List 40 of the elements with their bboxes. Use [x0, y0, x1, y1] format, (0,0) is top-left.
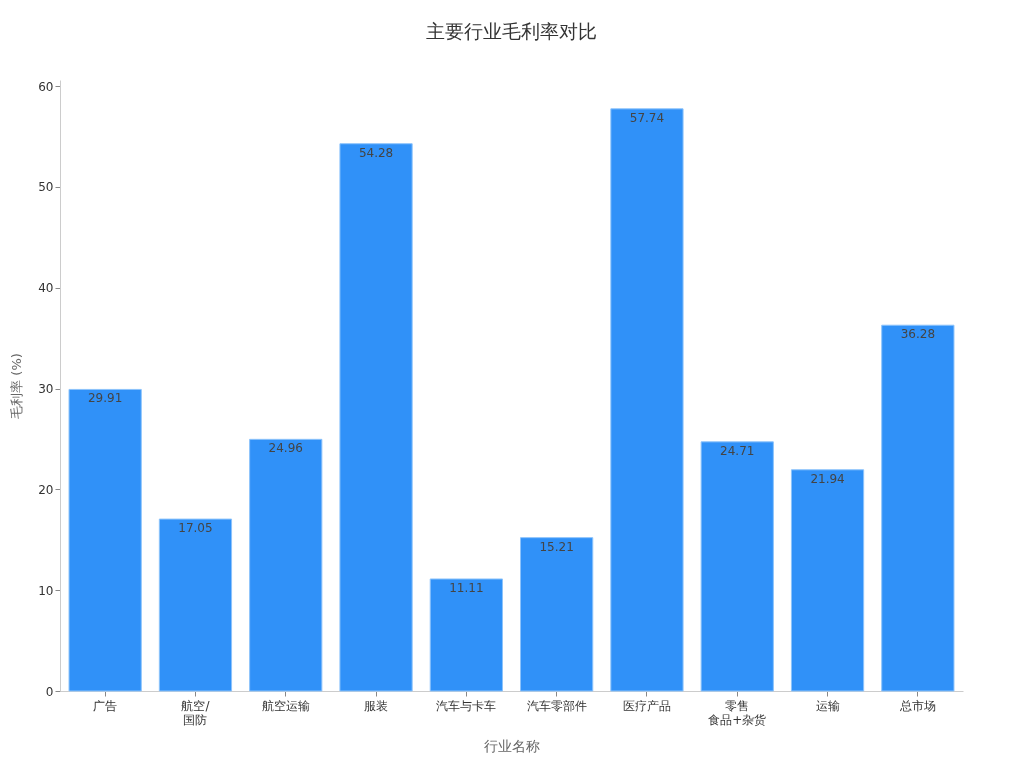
x-tick-label: 汽车与卡车: [436, 698, 497, 713]
data-label: 11.11: [449, 580, 484, 595]
x-tick-label: 医疗产品: [622, 698, 671, 713]
x-tick-label: 服装: [364, 698, 389, 713]
bar: [700, 441, 774, 692]
bar: [790, 469, 865, 692]
x-tick-label: 航空/国防: [181, 698, 211, 727]
x-tick-label: 汽车零部件: [526, 698, 587, 713]
bar: [520, 537, 594, 692]
data-label: 24.96: [268, 441, 303, 456]
y-tick-label: 30: [38, 382, 54, 397]
data-label: 54.28: [358, 145, 394, 160]
bar: [881, 324, 955, 692]
bar: [339, 143, 413, 692]
y-axis-title: 毛利率 (%): [9, 353, 25, 419]
data-label: 15.21: [539, 539, 574, 554]
y-tick-label: 10: [38, 583, 54, 598]
y-tick-label: 20: [38, 482, 54, 497]
data-label: 57.74: [629, 110, 665, 125]
y-tick-label: 50: [38, 180, 54, 195]
data-label: 29.91: [87, 391, 123, 406]
chart-title: 主要行业毛利率对比: [426, 20, 597, 42]
x-tick-label: 零售食品+杂货: [708, 698, 767, 727]
bar: [68, 388, 142, 692]
bar: [158, 518, 233, 692]
y-tick-label: 40: [38, 281, 54, 296]
data-label: 24.71: [720, 443, 755, 458]
bar: [249, 438, 323, 692]
data-label: 36.28: [900, 327, 936, 342]
data-label: 17.05: [178, 521, 213, 536]
bar: [610, 108, 684, 692]
x-tick-label: 总市场: [898, 698, 936, 713]
data-label: 21.94: [810, 471, 845, 486]
x-axis-title: 行业名称: [484, 737, 540, 754]
y-tick-label: 0: [45, 684, 54, 699]
x-tick-label: 运输: [815, 698, 840, 713]
y-tick-label: 60: [38, 79, 54, 94]
x-tick-label: 航空运输: [261, 698, 310, 713]
bar: [429, 578, 503, 692]
x-tick-label: 广告: [93, 698, 118, 713]
